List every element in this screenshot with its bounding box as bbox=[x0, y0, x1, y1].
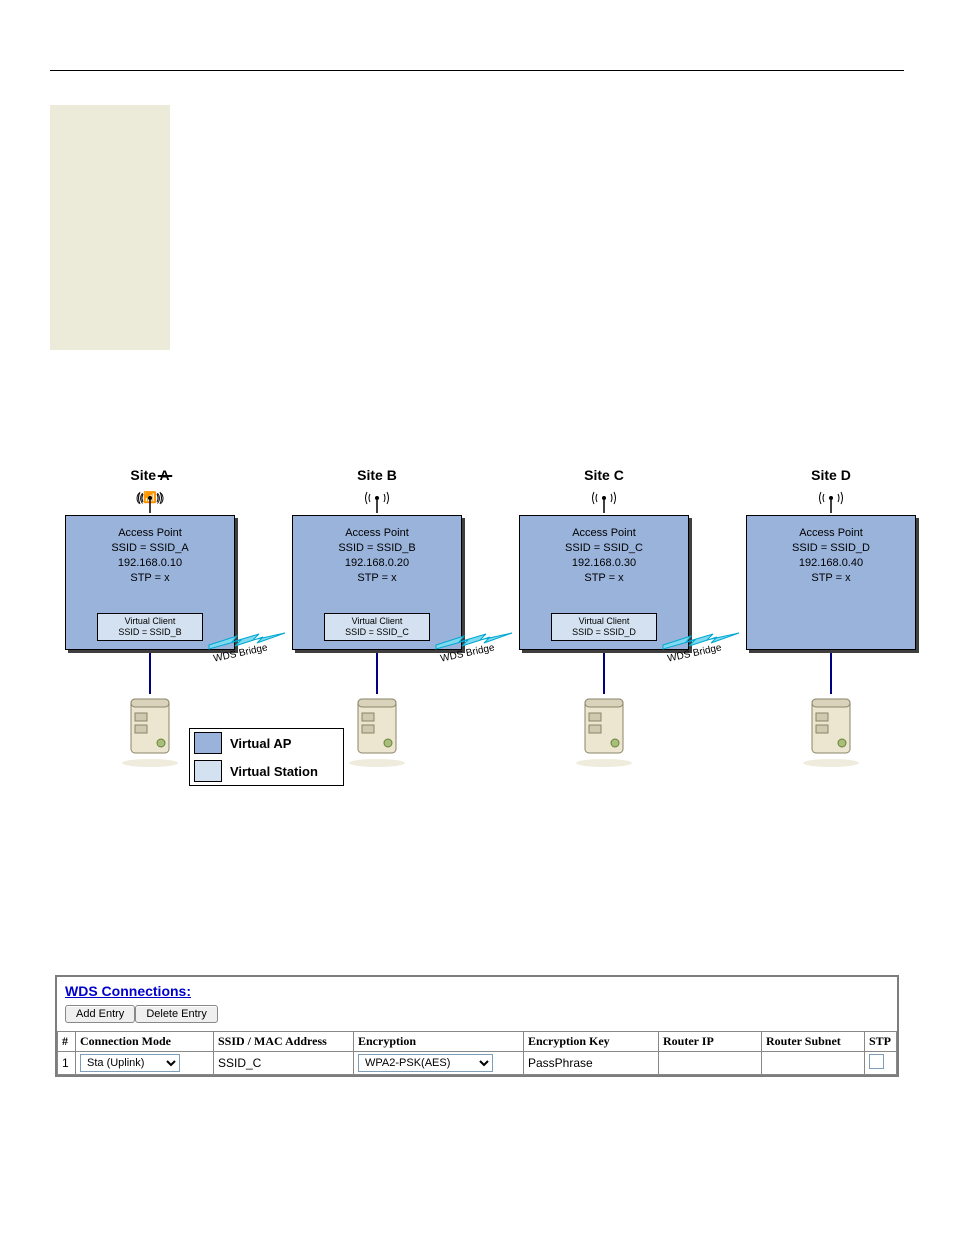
vc-box-c: Virtual Client SSID = SSID_D bbox=[551, 613, 657, 641]
cell-router-ip bbox=[659, 1052, 762, 1075]
ap-box-a: Access Point SSID = SSID_A 192.168.0.10 … bbox=[65, 515, 235, 650]
site-c: Site C Access Point SSID = SSID_C 192.16… bbox=[514, 467, 694, 768]
site-a-label: Site A bbox=[60, 467, 240, 483]
vc-box-b: Virtual Client SSID = SSID_C bbox=[324, 613, 430, 641]
server-icon bbox=[121, 693, 179, 768]
col-header-encryption: Encryption bbox=[354, 1032, 524, 1052]
cell-connection-mode: Sta (Uplink) bbox=[76, 1052, 214, 1075]
wds-connections-panel: WDS Connections: Add Entry Delete Entry … bbox=[55, 975, 899, 1077]
legend-label-ap: Virtual AP bbox=[230, 736, 291, 751]
table-row: 1 Sta (Uplink) SSID_C WPA2-PSK(AES) Pass… bbox=[58, 1052, 897, 1075]
cell-ssid: SSID_C bbox=[214, 1052, 354, 1075]
conn-line-b bbox=[376, 650, 378, 694]
site-c-label: Site C bbox=[514, 467, 694, 483]
col-header-router-ip: Router IP bbox=[659, 1032, 762, 1052]
wds-table: # Connection Mode SSID / MAC Address Enc… bbox=[57, 1031, 897, 1075]
conn-line-d bbox=[830, 650, 832, 694]
site-d-label: Site D bbox=[741, 467, 921, 483]
diagram-legend: Virtual AP Virtual Station bbox=[189, 728, 344, 786]
server-icon bbox=[575, 693, 633, 768]
antenna-icon bbox=[816, 487, 846, 513]
encryption-select[interactable]: WPA2-PSK(AES) bbox=[358, 1054, 493, 1072]
ap-box-b: Access Point SSID = SSID_B 192.168.0.20 … bbox=[292, 515, 462, 650]
col-header-mode: Connection Mode bbox=[76, 1032, 214, 1052]
server-icon bbox=[802, 693, 860, 768]
sidebar-placeholder bbox=[50, 105, 170, 350]
add-entry-button[interactable]: Add Entry bbox=[65, 1005, 135, 1023]
legend-row: Virtual Station bbox=[190, 757, 343, 785]
col-header-stp: STP bbox=[865, 1032, 897, 1052]
legend-row: Virtual AP bbox=[190, 729, 343, 757]
stp-checkbox[interactable] bbox=[869, 1054, 884, 1069]
ap-text-a: Access Point SSID = SSID_A 192.168.0.10 … bbox=[66, 516, 234, 585]
ap-box-c: Access Point SSID = SSID_C 192.168.0.30 … bbox=[519, 515, 689, 650]
col-header-num: # bbox=[58, 1032, 76, 1052]
table-header-row: # Connection Mode SSID / MAC Address Enc… bbox=[58, 1032, 897, 1052]
wds-panel-title: WDS Connections: bbox=[57, 977, 897, 1003]
server-icon bbox=[348, 693, 406, 768]
antenna-icon: ((📶)) bbox=[135, 487, 165, 513]
delete-entry-button[interactable]: Delete Entry bbox=[135, 1005, 218, 1023]
conn-line-c bbox=[603, 650, 605, 694]
cell-encryption: WPA2-PSK(AES) bbox=[354, 1052, 524, 1075]
page-root: _ Site A ((📶)) Access Point SSID = SSID_… bbox=[0, 0, 954, 1235]
ap-box-d: Access Point SSID = SSID_D 192.168.0.40 … bbox=[746, 515, 916, 650]
site-b: Site B Access Point SSID = SSID_B 192.16… bbox=[287, 467, 467, 768]
cell-row-number: 1 bbox=[58, 1052, 76, 1075]
ap-text-d: Access Point SSID = SSID_D 192.168.0.40 … bbox=[747, 516, 915, 585]
connection-mode-select[interactable]: Sta (Uplink) bbox=[80, 1054, 180, 1072]
col-header-router-subnet: Router Subnet bbox=[762, 1032, 865, 1052]
antenna-icon bbox=[362, 487, 392, 513]
site-a: Site A ((📶)) Access Point SSID = SSID_A … bbox=[60, 467, 240, 768]
ap-text-b: Access Point SSID = SSID_B 192.168.0.20 … bbox=[293, 516, 461, 585]
legend-label-station: Virtual Station bbox=[230, 764, 318, 779]
network-diagram: _ Site A ((📶)) Access Point SSID = SSID_… bbox=[60, 467, 900, 827]
legend-swatch-ap bbox=[194, 732, 222, 754]
wds-button-row: Add Entry Delete Entry bbox=[57, 1003, 897, 1031]
horizontal-rule bbox=[50, 70, 904, 71]
cell-router-subnet bbox=[762, 1052, 865, 1075]
legend-swatch-station bbox=[194, 760, 222, 782]
site-d: Site D Access Point SSID = SSID_D 192.16… bbox=[741, 467, 921, 768]
cell-stp bbox=[865, 1052, 897, 1075]
col-header-ssid: SSID / MAC Address bbox=[214, 1032, 354, 1052]
cell-encryption-key: PassPhrase bbox=[524, 1052, 659, 1075]
col-header-encryption-key: Encryption Key bbox=[524, 1032, 659, 1052]
vc-box-a: Virtual Client SSID = SSID_B bbox=[97, 613, 203, 641]
conn-line-a bbox=[149, 650, 151, 694]
site-b-label: Site B bbox=[287, 467, 467, 483]
ap-text-c: Access Point SSID = SSID_C 192.168.0.30 … bbox=[520, 516, 688, 585]
antenna-icon bbox=[589, 487, 619, 513]
